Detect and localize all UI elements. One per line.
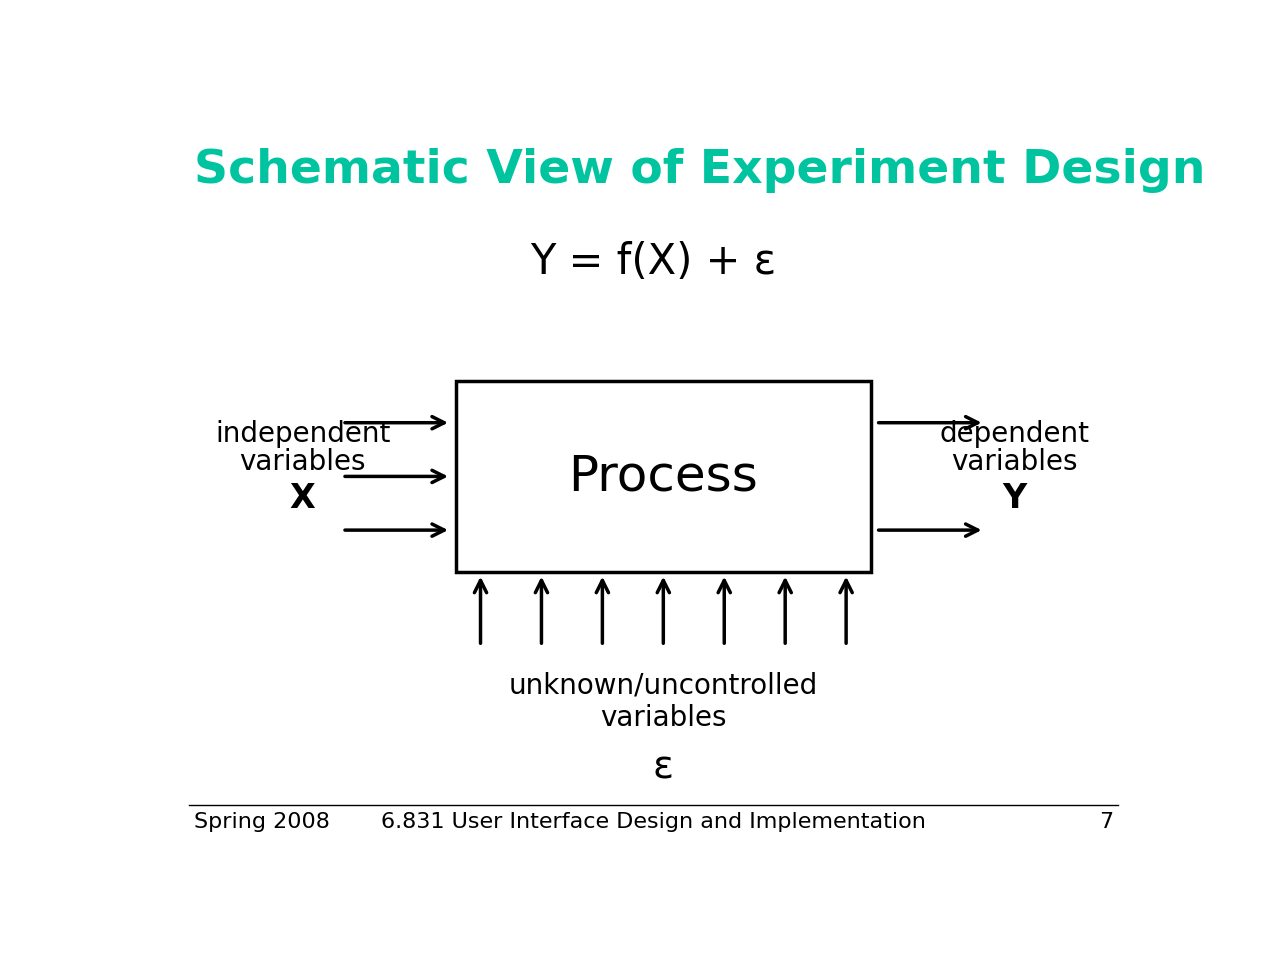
Text: unknown/uncontrolled
variables: unknown/uncontrolled variables	[509, 672, 819, 732]
Bar	[456, 380, 871, 572]
Text: dependent: dependent	[940, 420, 1089, 447]
Text: independent: independent	[215, 420, 390, 447]
Text: Process: Process	[569, 452, 759, 500]
Text: ε: ε	[653, 749, 673, 787]
Text: Schematic View of Experiment Design: Schematic View of Experiment Design	[194, 148, 1205, 194]
Text: Y: Y	[1002, 482, 1026, 514]
Text: 6.831 User Interface Design and Implementation: 6.831 User Interface Design and Implemen…	[381, 812, 926, 833]
Text: variables: variables	[951, 447, 1077, 476]
Text: Spring 2008: Spring 2008	[194, 812, 330, 833]
Text: X: X	[289, 482, 315, 514]
Text: Y = f(X) + ε: Y = f(X) + ε	[530, 241, 776, 284]
Text: variables: variables	[240, 447, 366, 476]
Text: 7: 7	[1099, 812, 1113, 833]
